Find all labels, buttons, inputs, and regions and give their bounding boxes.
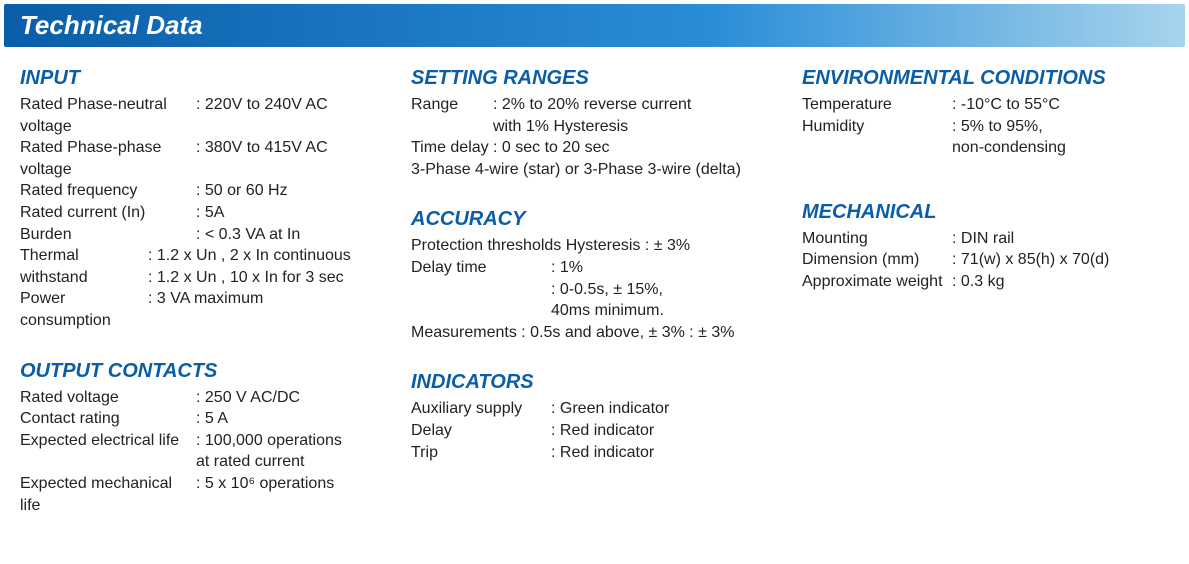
data-value: : 100,000 operations at rated current: [196, 430, 342, 473]
section-title-env: ENVIRONMENTAL CONDITIONS: [802, 67, 1169, 90]
section-title-setting: SETTING RANGES: [411, 67, 778, 90]
section-body-setting: Range: 2% to 20% reverse current with 1%…: [411, 94, 778, 159]
data-row: Time delay: 0 sec to 20 sec: [411, 137, 778, 159]
accuracy-line1: Protection thresholds Hysteresis : ± 3%: [411, 235, 778, 257]
data-row: Contact rating: 5 A: [20, 408, 387, 430]
data-value: : 50 or 60 Hz: [196, 180, 288, 202]
data-row: Range: 2% to 20% reverse current with 1%…: [411, 94, 778, 137]
data-row: Delay time: 1% : 0-0.5s, ± 15%, 40ms min…: [411, 257, 778, 322]
section-title-accuracy: ACCURACY: [411, 208, 778, 231]
section-body-input: Rated Phase-neutral voltage: 220V to 240…: [20, 94, 387, 245]
data-label: Thermal withstand: [20, 245, 148, 288]
data-label: Delay: [411, 420, 551, 442]
section-title-input: INPUT: [20, 67, 387, 90]
data-row: Thermal withstand: 1.2 x Un , 2 x In con…: [20, 245, 387, 288]
data-label: Expected electrical life: [20, 430, 196, 452]
data-label: Range: [411, 94, 493, 116]
data-value: : Green indicator: [551, 398, 669, 420]
data-value: : 71(w) x 85(h) x 70(d): [952, 249, 1109, 271]
data-row: Humidity: 5% to 95%, non-condensing: [802, 116, 1169, 159]
data-label: Rated voltage: [20, 387, 196, 409]
data-label: Trip: [411, 442, 551, 464]
section-mech: MECHANICAL Mounting: DIN railDimension (…: [802, 201, 1169, 293]
data-label: Power consumption: [20, 288, 148, 331]
section-body-accuracy: Delay time: 1% : 0-0.5s, ± 15%, 40ms min…: [411, 257, 778, 322]
section-indicators: INDICATORS Auxiliary supply: Green indic…: [411, 371, 778, 463]
data-label: Expected mechanical life: [20, 473, 196, 516]
data-row: Rated frequency: 50 or 60 Hz: [20, 180, 387, 202]
data-label: Rated frequency: [20, 180, 196, 202]
data-row: Mounting: DIN rail: [802, 228, 1169, 250]
data-label: Dimension (mm): [802, 249, 952, 271]
data-row: Trip: Red indicator: [411, 442, 778, 464]
data-value: : 380V to 415V AC: [196, 137, 328, 159]
data-value: : 5% to 95%, non-condensing: [952, 116, 1066, 159]
data-row: Rated Phase-phase voltage: 380V to 415V …: [20, 137, 387, 180]
column-3: ENVIRONMENTAL CONDITIONS Temperature: -1…: [802, 67, 1169, 544]
column-2: SETTING RANGES Range: 2% to 20% reverse …: [411, 67, 778, 544]
data-value: : 0.3 kg: [952, 271, 1004, 293]
data-label: Delay time: [411, 257, 551, 279]
data-value: : Red indicator: [551, 442, 654, 464]
section-accuracy: ACCURACY Protection thresholds Hysteresi…: [411, 208, 778, 343]
data-label: Mounting: [802, 228, 952, 250]
accuracy-tail: Measurements : 0.5s and above, ± 3% : ± …: [411, 322, 778, 344]
data-label: Rated Phase-phase voltage: [20, 137, 196, 180]
data-value: : 250 V AC/DC: [196, 387, 300, 409]
section-body-mech: Mounting: DIN railDimension (mm): 71(w) …: [802, 228, 1169, 293]
section-title-mech: MECHANICAL: [802, 201, 1169, 224]
section-body-env: Temperature: -10°C to 55°CHumidity: 5% t…: [802, 94, 1169, 159]
section-body-input-2: Thermal withstand: 1.2 x Un , 2 x In con…: [20, 245, 387, 331]
section-body-output: Rated voltage: 250 V AC/DCContact rating…: [20, 387, 387, 517]
data-label: Contact rating: [20, 408, 196, 430]
data-value: : < 0.3 VA at In: [196, 224, 300, 246]
data-value: : 5 x 10⁶ operations: [196, 473, 334, 495]
data-row: Rated voltage: 250 V AC/DC: [20, 387, 387, 409]
column-1: INPUT Rated Phase-neutral voltage: 220V …: [20, 67, 387, 544]
section-output: OUTPUT CONTACTS Rated voltage: 250 V AC/…: [20, 360, 387, 517]
data-row: Delay: Red indicator: [411, 420, 778, 442]
data-row: Expected mechanical life: 5 x 10⁶ operat…: [20, 473, 387, 516]
data-label: Rated Phase-neutral voltage: [20, 94, 196, 137]
data-value: : 1.2 x Un , 2 x In continuous : 1.2 x U…: [148, 245, 351, 288]
data-row: Temperature: -10°C to 55°C: [802, 94, 1169, 116]
data-value: : 3 VA maximum: [148, 288, 263, 310]
data-row: Approximate weight: 0.3 kg: [802, 271, 1169, 293]
section-setting: SETTING RANGES Range: 2% to 20% reverse …: [411, 67, 778, 180]
setting-tail: 3-Phase 4-wire (star) or 3-Phase 3-wire …: [411, 159, 778, 181]
data-label: Auxiliary supply: [411, 398, 551, 420]
data-row: Burden: < 0.3 VA at In: [20, 224, 387, 246]
data-row: Power consumption: 3 VA maximum: [20, 288, 387, 331]
data-row: Expected electrical life: 100,000 operat…: [20, 430, 387, 473]
columns: INPUT Rated Phase-neutral voltage: 220V …: [0, 51, 1189, 564]
page-banner: Technical Data: [4, 4, 1185, 47]
data-value: : 5 A: [196, 408, 228, 430]
data-label: Approximate weight: [802, 271, 952, 293]
data-value: : 5A: [196, 202, 224, 224]
data-label: Humidity: [802, 116, 952, 138]
data-row: Auxiliary supply: Green indicator: [411, 398, 778, 420]
data-row: Rated current (In): 5A: [20, 202, 387, 224]
data-value: : 2% to 20% reverse current with 1% Hyst…: [493, 94, 691, 137]
data-value: : -10°C to 55°C: [952, 94, 1060, 116]
data-value: : 220V to 240V AC: [196, 94, 328, 116]
section-input: INPUT Rated Phase-neutral voltage: 220V …: [20, 67, 387, 332]
data-value: : DIN rail: [952, 228, 1014, 250]
data-label: Temperature: [802, 94, 952, 116]
data-label: Rated current (In): [20, 202, 196, 224]
data-label: Burden: [20, 224, 196, 246]
data-row: Dimension (mm): 71(w) x 85(h) x 70(d): [802, 249, 1169, 271]
section-env: ENVIRONMENTAL CONDITIONS Temperature: -1…: [802, 67, 1169, 159]
data-value: : 0 sec to 20 sec: [493, 137, 610, 159]
section-body-indicators: Auxiliary supply: Green indicatorDelay: …: [411, 398, 778, 463]
data-value: : Red indicator: [551, 420, 654, 442]
data-label: Time delay: [411, 137, 493, 159]
data-value: : 1% : 0-0.5s, ± 15%, 40ms minimum.: [551, 257, 664, 322]
section-title-indicators: INDICATORS: [411, 371, 778, 394]
data-row: Rated Phase-neutral voltage: 220V to 240…: [20, 94, 387, 137]
section-title-output: OUTPUT CONTACTS: [20, 360, 387, 383]
